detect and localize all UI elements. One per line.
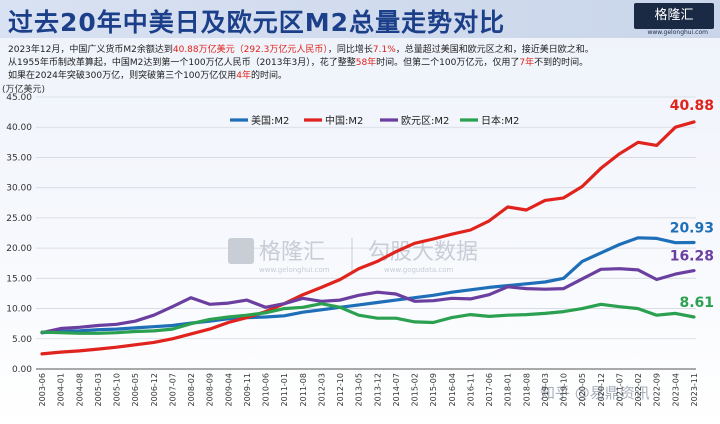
series-line — [40, 236, 696, 335]
description-line-2: 从1955年币制改革算起，中国M2达到第一个100万亿人民币（2013年3月），… — [8, 55, 588, 68]
series-line — [40, 302, 696, 335]
end-value-label: 8.61 — [679, 295, 714, 311]
desc-text: 的时间。 — [251, 71, 288, 81]
watermark-gogu-text: 勾股大数据 — [368, 240, 478, 265]
legend-label: 中国:M2 — [325, 114, 363, 127]
x-tick-label: 2019-10 — [560, 373, 569, 406]
watermark: 格隆汇 www.gelonghui.com 勾股大数据 www.gogudata… — [228, 238, 650, 402]
series-lines — [40, 120, 696, 356]
watermark-corner: 知乎 @易鼎资讯 — [540, 384, 650, 402]
desc-highlight: 4年 — [236, 71, 251, 81]
x-tick-label: 2004-01 — [57, 373, 66, 406]
x-tick-label: 2004-08 — [75, 373, 84, 406]
series-line — [40, 267, 696, 335]
desc-text: 时间。但第二个100万亿元，仅用了 — [376, 58, 520, 68]
desc-text: 从1955年币制改革算起，中国M2达到第一个100万亿人民币（2013年3月），… — [8, 58, 356, 68]
end-labels: 20.93 40.88 16.28 8.61 — [670, 98, 714, 311]
legend-label: 日本:M2 — [481, 114, 519, 127]
y-tick-label: 45.00 — [6, 93, 32, 103]
desc-highlight: 7.1% — [372, 45, 396, 55]
y-tick-label: 20.00 — [6, 244, 32, 254]
legend-label: 欧元区:M2 — [401, 115, 449, 127]
x-tick-label: 2020-05 — [578, 373, 587, 406]
watermark-logo-text: 格隆汇 — [259, 240, 325, 265]
y-axis-label: (万亿美元) — [2, 83, 45, 95]
y-axis: 0.00 5.00 10.00 15.00 20.00 25.00 30.00 35.00 40… — [6, 93, 32, 375]
title-bar: 过去20年中美日及欧元区M2总量走势对比 格隆汇 www.gelonghui.c… — [0, 0, 720, 38]
x-tick-label: 2009-04 — [224, 373, 233, 406]
desc-highlight: 40.88万亿美元（292.3万亿元人民币） — [172, 45, 328, 55]
x-tick-label: 2011-08 — [299, 373, 308, 406]
end-value-label: 40.88 — [670, 98, 714, 114]
x-tick-label: 2006-12 — [150, 373, 159, 406]
desc-text: ，总量超过美国和欧元区之和，接近美日欧之和。 — [395, 45, 594, 55]
x-tick-label: 2005-10 — [113, 373, 122, 406]
x-tick-label: 2012-10 — [336, 373, 345, 406]
x-tick-label: 2012-03 — [317, 373, 326, 406]
x-tick-label: 2017-06 — [485, 373, 494, 406]
legend-label: 美国:M2 — [251, 114, 289, 127]
x-tick-label: 2008-09 — [206, 373, 215, 406]
page-title: 过去20年中美日及欧元区M2总量走势对比 — [8, 8, 506, 37]
desc-highlight: 7年 — [519, 58, 535, 68]
x-tick-label: 2018-08 — [522, 373, 531, 406]
x-tick-label: 2003-06 — [38, 373, 47, 406]
series-line — [40, 120, 696, 356]
x-axis: 2003-06 2004-01 2004-08 2005-03 2005-10 2006-… — [36, 368, 699, 406]
x-tick-label: 2014-07 — [392, 373, 401, 406]
x-tick-label: 2009-11 — [243, 373, 252, 406]
x-tick-label: 2022-02 — [634, 373, 643, 406]
end-value-label: 20.93 — [670, 220, 714, 236]
logo-url: www.gelonghui.com — [647, 29, 708, 36]
x-tick-label: 2005-03 — [94, 373, 103, 406]
desc-highlight: 58年 — [355, 58, 377, 68]
y-tick-label: 30.00 — [6, 184, 32, 194]
x-tick-label: 2022-09 — [653, 373, 662, 406]
description-line-3: 如果在2024年突破300万亿，则突破第三个100万亿仅用4年的时间。 — [8, 68, 287, 81]
watermark-gogu-url: www.gogudata.com — [384, 266, 453, 274]
desc-text: 不到的时间。 — [534, 58, 589, 68]
x-tick-label: 2015-09 — [429, 373, 438, 406]
x-tick-label: 2006-05 — [131, 373, 140, 406]
x-tick-label: 2020-12 — [597, 373, 606, 406]
y-tick-label: 15.00 — [6, 274, 32, 284]
desc-text: 如果在2024年突破300万亿，则突破第三个100万亿仅用 — [8, 71, 237, 81]
x-tick-label: 2015-02 — [411, 373, 420, 406]
x-tick-label: 2011-01 — [280, 373, 289, 406]
watermark-logo-icon — [228, 238, 254, 264]
x-tick-label: 2016-04 — [448, 373, 457, 406]
x-tick-label: 2018-01 — [504, 373, 513, 406]
desc-text: ，同比增长 — [327, 45, 373, 55]
x-tick-label: 2013-12 — [373, 373, 382, 406]
description-line-1: 2023年12月，中国广义货币M2余额达到40.88万亿美元（292.3万亿元人… — [8, 42, 594, 55]
x-tick-label: 2019-03 — [541, 373, 550, 406]
legend: 美国:M2 中国:M2 欧元区:M2 日本:M2 — [230, 114, 519, 127]
end-value-label: 16.28 — [670, 249, 714, 265]
x-tick-label: 2010-06 — [262, 373, 271, 406]
y-tick-label: 35.00 — [6, 153, 32, 163]
y-tick-label: 40.00 — [6, 123, 32, 133]
x-tick-label: 2013-05 — [355, 373, 364, 406]
y-tick-label: 10.00 — [6, 305, 32, 315]
y-tick-label: 0.00 — [12, 365, 32, 375]
x-tick-label: 2021-07 — [615, 373, 624, 406]
x-tick-label: 2023-04 — [671, 373, 680, 406]
gelonghui-logo: 格隆汇 — [634, 3, 714, 29]
desc-text: 2023年12月，中国广义货币M2余额达到 — [8, 45, 173, 55]
watermark-logo-url: www.gelonghui.com — [259, 266, 330, 274]
y-tick-label: 25.00 — [6, 214, 32, 224]
x-tick-label: 2016-11 — [466, 373, 475, 406]
x-tick-label: 2007-07 — [168, 373, 177, 406]
x-tick-label: 2008-02 — [187, 373, 196, 406]
x-tick-label: 2023-11 — [690, 373, 699, 406]
y-tick-label: 5.00 — [12, 335, 32, 345]
